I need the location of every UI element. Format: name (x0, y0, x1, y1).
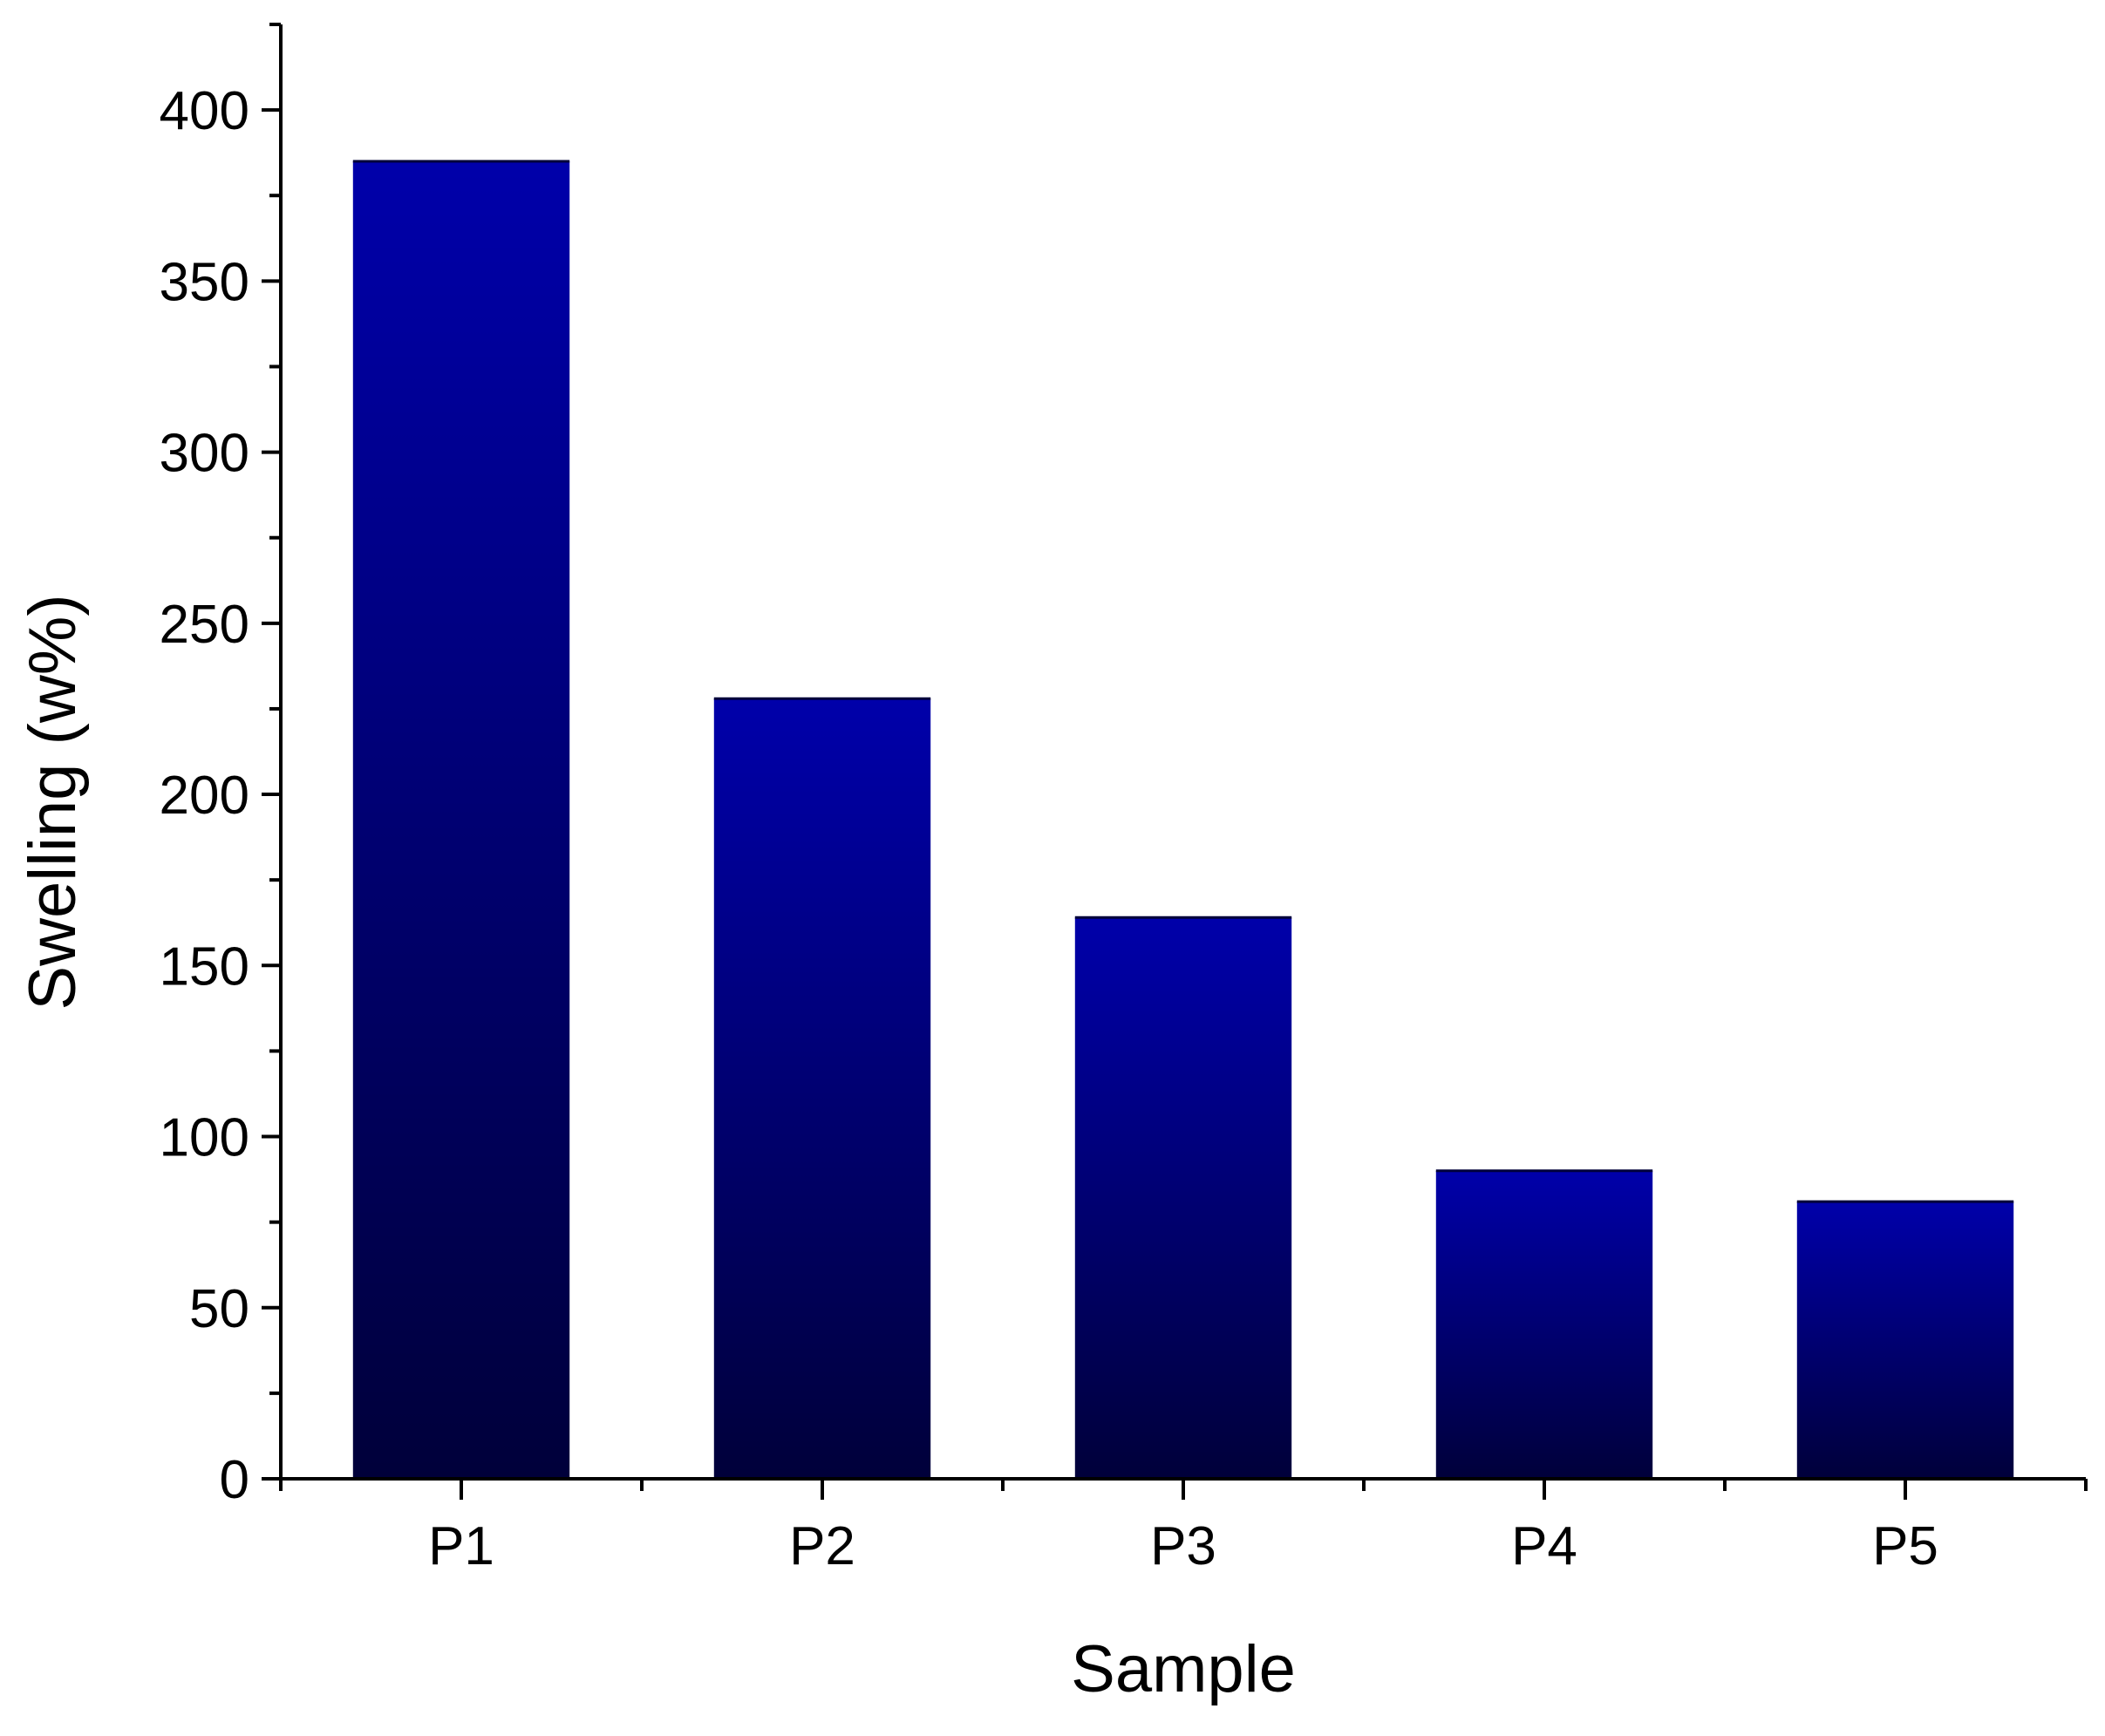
labels-layer: Sample Swelling (w%) 0 50 100 150 200 250 300 3… (16, 81, 1938, 1706)
bar-p3 (1074, 917, 1292, 1479)
y-axis-title: Swelling (w%) (16, 594, 90, 1010)
x-tick-label: P2 (789, 1516, 855, 1576)
x-tick-label: P5 (1872, 1516, 1938, 1576)
x-tick-label: P4 (1511, 1516, 1577, 1576)
y-tick-label: 0 (220, 1450, 249, 1510)
bar-p1 (352, 161, 570, 1479)
bar-p5 (1796, 1202, 2014, 1479)
x-axis-title: Sample (1071, 1632, 1296, 1706)
y-tick-label: 50 (189, 1279, 249, 1339)
y-tick-label: 250 (160, 595, 249, 655)
x-tick-label: P1 (428, 1516, 494, 1576)
axes-layer (262, 23, 2088, 1500)
bar-p2 (713, 698, 931, 1479)
y-tick-label: 300 (160, 424, 249, 484)
x-tick-label: P3 (1150, 1516, 1216, 1576)
y-tick-label: 350 (160, 252, 249, 312)
y-tick-label: 100 (160, 1108, 249, 1168)
y-tick-label: 400 (160, 81, 249, 141)
bars-layer (352, 160, 2014, 1479)
bar-p4 (1435, 1170, 1653, 1479)
y-tick-label: 200 (160, 766, 249, 826)
y-tick-label: 150 (160, 936, 249, 997)
